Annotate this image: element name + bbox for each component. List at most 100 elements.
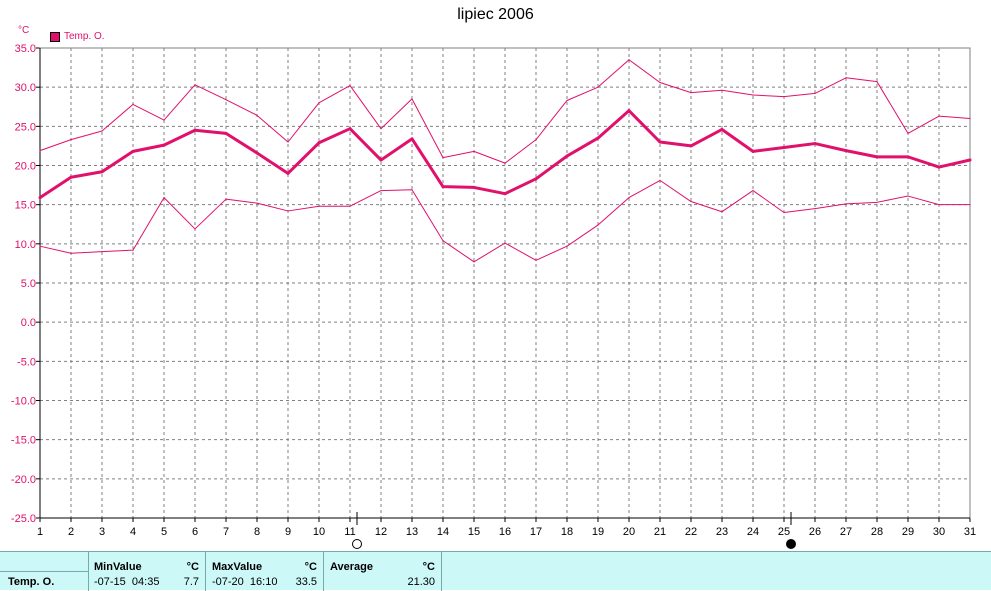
new-moon-shade-left	[786, 539, 793, 549]
x-tick-label: 23	[716, 526, 728, 538]
data-point-avg	[534, 177, 538, 181]
data-point-avg	[844, 149, 848, 153]
avg-unit: °C	[422, 561, 435, 573]
x-tick-label: 25	[778, 526, 790, 538]
data-point-min	[690, 200, 692, 203]
data-point-min	[969, 204, 971, 206]
data-point-avg	[193, 128, 197, 132]
y-tick-label: -15.0	[11, 435, 36, 447]
max-unit: °C	[304, 561, 317, 573]
data-point-min	[845, 203, 847, 205]
x-tick-label: 20	[623, 526, 635, 538]
data-point-max	[411, 98, 413, 100]
data-point-max	[349, 85, 351, 87]
data-point-min	[101, 251, 103, 253]
y-tick-label: -25.0	[11, 513, 36, 525]
x-tick-label: 31	[964, 526, 976, 538]
x-tick-label: 29	[902, 526, 914, 538]
data-point-avg	[503, 192, 507, 196]
data-point-max	[442, 157, 444, 159]
data-point-avg	[255, 151, 259, 155]
x-tick-label: 10	[313, 526, 325, 538]
data-point-min	[442, 240, 444, 242]
data-point-avg	[472, 185, 476, 189]
data-point-avg	[131, 149, 135, 153]
data-point-max	[473, 150, 475, 152]
legend-swatch	[50, 32, 60, 42]
data-point-max	[659, 81, 661, 84]
y-tick-label: -10.0	[11, 396, 36, 408]
stats-row-header-cell: Temp. O.	[0, 552, 89, 591]
min-unit: °C	[186, 561, 199, 573]
data-point-min	[752, 189, 754, 192]
x-tick-label: 30	[933, 526, 945, 538]
data-point-min	[907, 195, 909, 197]
x-tick-label: 18	[561, 526, 573, 538]
data-point-min	[783, 211, 785, 214]
x-tick-label: 11	[344, 526, 355, 538]
temperature-chart: 35.0 30.0 25.0 20.0 15.0 10.0 5.0 0.0 -5.0 -10.0 -…	[11, 43, 976, 549]
data-point-max	[783, 95, 785, 98]
data-point-min	[287, 210, 289, 212]
x-tick-label: 6	[192, 526, 198, 538]
x-tick-label: 21	[654, 526, 666, 538]
stats-row-label: Temp. O.	[8, 576, 55, 588]
legend-label: Temp. O.	[64, 31, 105, 42]
data-point-min	[504, 242, 506, 244]
data-point-min	[39, 245, 41, 247]
stats-max-cell: MaxValue °C -07-20 16:10 33.5	[206, 552, 324, 591]
data-point-min	[411, 189, 413, 191]
max-value: 33.5	[295, 576, 317, 588]
data-point-min	[163, 197, 165, 199]
data-point-avg	[782, 145, 786, 149]
data-point-min	[225, 198, 227, 200]
data-point-min	[473, 261, 475, 263]
y-tick-label: 15.0	[15, 200, 36, 212]
data-point-avg	[317, 141, 321, 145]
x-tick-label: 1	[37, 526, 43, 538]
data-point-avg	[627, 109, 631, 113]
data-point-max	[597, 86, 599, 88]
y-unit-label: °C	[18, 25, 30, 36]
max-header: MaxValue	[212, 561, 263, 573]
data-point-max	[101, 130, 103, 132]
data-point-max	[969, 117, 971, 120]
x-tick-label: 22	[685, 526, 697, 538]
y-tick-label: -20.0	[11, 474, 36, 486]
x-tick-label: 16	[499, 526, 511, 538]
data-point-max	[907, 132, 909, 134]
data-point-max	[721, 89, 723, 91]
x-tick-label: 19	[592, 526, 604, 538]
data-point-min	[132, 249, 134, 251]
x-tick-label: 3	[99, 526, 105, 538]
x-tick-label: 2	[68, 526, 74, 538]
y-tick-label: 35.0	[15, 43, 36, 55]
min-value: 7.7	[183, 576, 199, 588]
y-tick-label: 25.0	[15, 121, 36, 133]
data-point-avg	[100, 170, 104, 174]
data-point-avg	[720, 127, 724, 131]
y-tick-label: 5.0	[21, 278, 36, 290]
series-line-avg	[39, 109, 971, 199]
data-point-avg	[875, 155, 879, 159]
data-point-max	[504, 162, 506, 164]
x-tick-label: 28	[871, 526, 883, 538]
full-moon-icon	[352, 539, 362, 549]
data-point-avg	[38, 196, 42, 200]
min-header: MinValue	[94, 561, 142, 573]
data-point-min	[628, 197, 630, 199]
x-tick-label: 5	[161, 526, 167, 538]
max-time: -07-20 16:10	[212, 576, 278, 588]
stats-panel: Temp. O. MinValue °C -07-15 04:35 7.7 Ma…	[0, 551, 991, 591]
chart-title: lipiec 2006	[457, 6, 534, 23]
data-point-max	[752, 94, 754, 96]
stats-min-cell: MinValue °C -07-15 04:35 7.7	[89, 552, 206, 591]
data-point-max	[318, 102, 320, 104]
data-point-avg	[379, 158, 383, 162]
data-point-max	[256, 114, 258, 116]
data-point-avg	[751, 149, 755, 153]
x-tick-label: 24	[747, 526, 759, 538]
data-point-min	[876, 201, 878, 203]
data-point-max	[938, 115, 940, 117]
data-point-avg	[689, 144, 693, 148]
